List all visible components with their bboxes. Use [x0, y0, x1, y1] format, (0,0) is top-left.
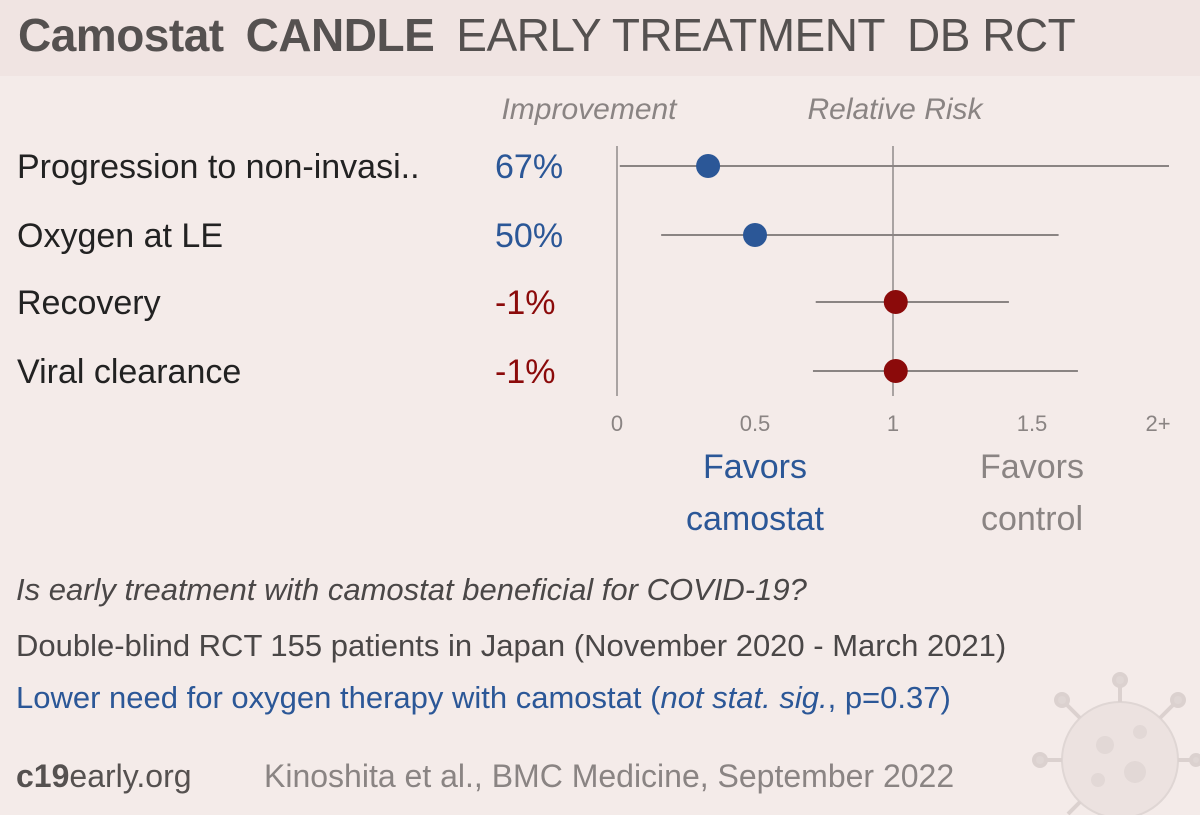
study-question: Is early treatment with camostat benefic…	[16, 572, 807, 607]
improvement-value: -1%	[495, 284, 555, 322]
citation: Kinoshita et al., BMC Medicine, Septembe…	[264, 758, 955, 794]
x-tick-label: 0.5	[740, 411, 771, 436]
title-stage: EARLY TREATMENT	[456, 9, 886, 61]
x-tick-label: 1	[887, 411, 899, 436]
title-trial: CANDLE	[245, 9, 435, 61]
improvement-value: 67%	[495, 148, 563, 186]
x-axis-ticks: 0 0.5 1 1.5 2+	[611, 411, 1171, 436]
study-design: Double-blind RCT 155 patients in Japan (…	[16, 628, 1007, 663]
outcome-label: Recovery	[17, 284, 161, 322]
favors-right-line2: control	[981, 500, 1083, 538]
x-tick-label: 1.5	[1017, 411, 1048, 436]
page-title: Camostat CANDLE EARLY TREATMENT DB RCT	[18, 8, 1076, 62]
favors-left-line2: camostat	[686, 500, 824, 538]
outcome-rows: Progression to non-invasi.. 67% Oxygen at …	[17, 148, 1169, 391]
conclusion-pvalue: , p=0.37)	[827, 680, 951, 715]
site-logo[interactable]: c19early.org	[16, 758, 192, 795]
title-design: DB RCT	[907, 9, 1076, 61]
improvement-value: 50%	[495, 217, 563, 255]
study-conclusion: Lower need for oxygen therapy with camos…	[16, 680, 951, 716]
x-tick-label: 0	[611, 411, 623, 436]
point-estimate	[743, 223, 767, 247]
favors-left-line1: Favors	[703, 448, 807, 486]
point-estimate	[696, 154, 721, 178]
forest-plot: Improvement Relative Risk Progression to…	[17, 93, 1171, 538]
site-logo-rest: early.org	[69, 758, 192, 794]
x-tick-label: 2+	[1145, 411, 1170, 436]
improvement-value: -1%	[495, 353, 555, 391]
relative-risk-header: Relative Risk	[807, 93, 984, 126]
header-bar	[0, 0, 1200, 76]
improvement-header: Improvement	[501, 93, 678, 126]
conclusion-main: Lower need for oxygen therapy with camos…	[16, 680, 661, 715]
point-estimate	[883, 359, 908, 383]
favors-right-line1: Favors	[980, 448, 1084, 486]
site-logo-bold: c19	[16, 758, 70, 794]
title-drug: Camostat	[18, 9, 224, 61]
conclusion-significance: not stat. sig.	[660, 680, 828, 715]
outcome-label: Viral clearance	[17, 353, 241, 391]
outcome-label: Oxygen at LE	[17, 217, 223, 255]
virus-icon	[1032, 672, 1200, 815]
point-estimate	[883, 290, 908, 314]
outcome-label: Progression to non-invasi..	[17, 148, 420, 186]
